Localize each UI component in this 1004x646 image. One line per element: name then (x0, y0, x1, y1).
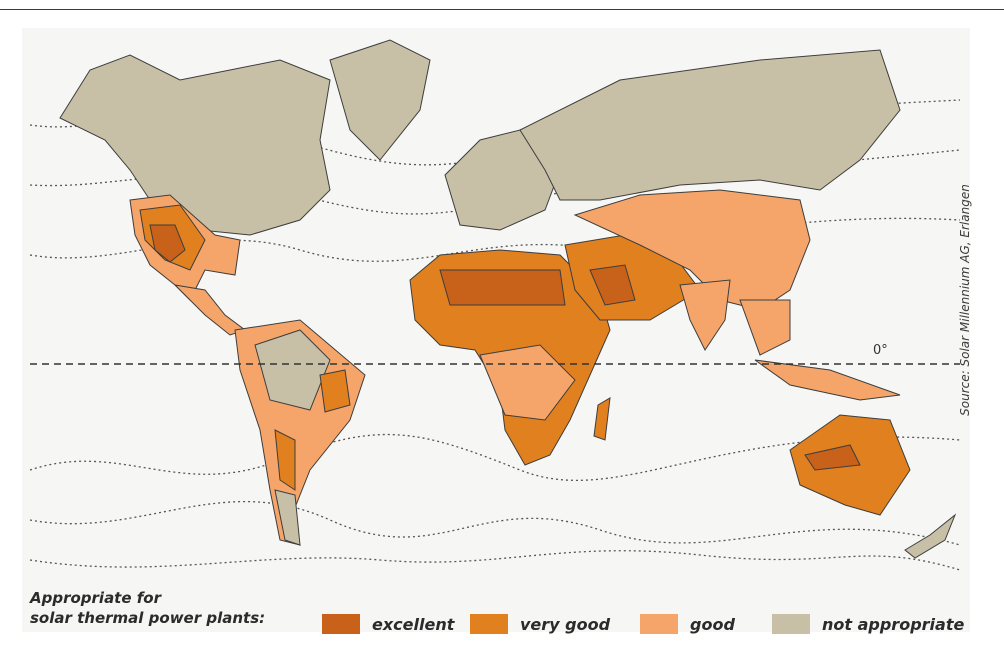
indonesia (754, 359, 901, 401)
arabia-excellent (589, 264, 636, 306)
legend-label-excellent: excellent (372, 614, 455, 634)
russia-asia (519, 49, 901, 201)
legend-title-line2: solar thermal power plants: (30, 609, 266, 627)
legend-item-excellent: excellent (322, 613, 454, 635)
new-zealand (904, 513, 957, 559)
north-america (59, 54, 331, 236)
equator-label: 0° (873, 343, 888, 358)
legend-swatch-not-appropriate (772, 614, 810, 634)
sahara-excellent (439, 269, 566, 306)
patagonia (274, 489, 301, 546)
legend-item-not-appropriate: not appropriate (772, 613, 964, 635)
southeast-asia (739, 299, 791, 356)
madagascar (593, 397, 611, 441)
usa-southwest-excellent (149, 224, 186, 263)
australia-excellent (804, 444, 861, 471)
legend-title: Appropriate for solar thermal power plan… (30, 588, 265, 628)
source-credit: Source: Solar Millennium AG, Erlangen (958, 184, 972, 416)
legend-item-good: good (640, 613, 735, 635)
amazon (254, 329, 331, 411)
legend-swatch-good (640, 614, 678, 634)
andes-very-good (274, 429, 296, 491)
top-rule (0, 9, 1004, 10)
legend-label-good: good (690, 614, 735, 634)
europe (444, 129, 561, 231)
brazil-very-good (319, 369, 351, 413)
legend-swatch-excellent (322, 614, 360, 634)
legend-label-not-appropriate: not appropriate (822, 614, 965, 634)
legend-item-very-good: very good (470, 613, 610, 635)
legend-title-line1: Appropriate for (30, 589, 161, 607)
legend-label-very-good: very good (520, 614, 611, 634)
landmasses (59, 39, 957, 559)
legend-swatch-very-good (470, 614, 508, 634)
central-asia-good (573, 189, 811, 311)
india (679, 279, 731, 351)
greenland (329, 39, 431, 161)
central-america (173, 284, 247, 336)
